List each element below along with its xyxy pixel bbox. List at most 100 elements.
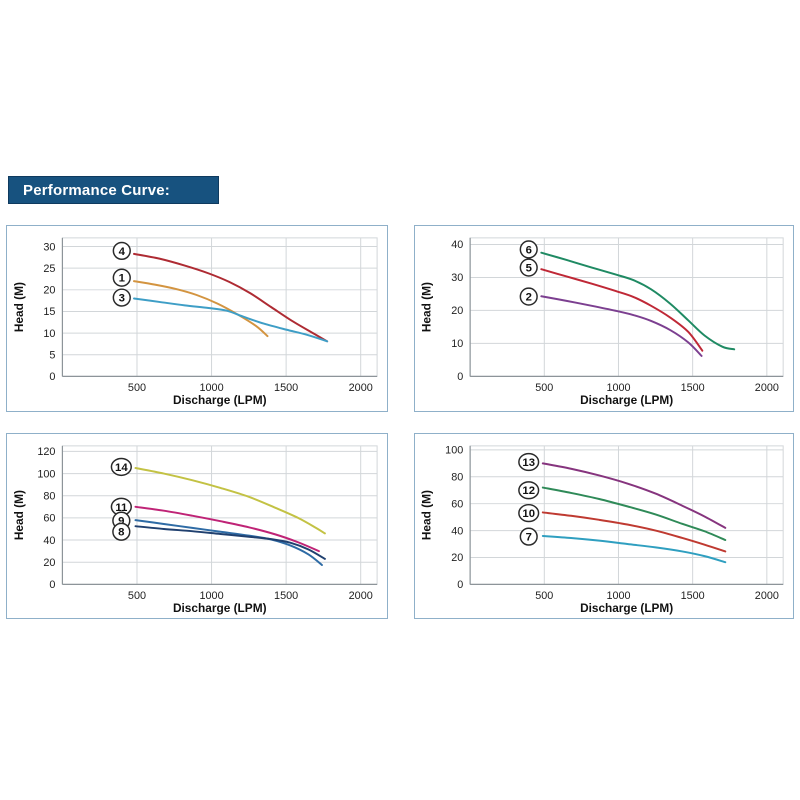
curve-label-12: 12 [518, 481, 540, 500]
x-tick-label: 500 [128, 382, 146, 394]
curve-label-6: 6 [519, 240, 538, 259]
plot-area [61, 445, 378, 585]
curve-13 [541, 462, 727, 529]
chart-panel-bottom-left: 0 20 40 60 80 100 120 500 1000 1500 2000 Head (M) Di… [6, 433, 388, 619]
x-tick-label: 2000 [349, 590, 373, 602]
curve-8 [134, 525, 326, 560]
curve-label-number: 3 [119, 293, 125, 305]
curve-label-circle [519, 240, 538, 259]
y-tick-label: 10 [451, 338, 463, 350]
y-tick-label: 60 [451, 498, 463, 510]
y-tick-label: 30 [43, 241, 55, 253]
y-tick-label: 20 [451, 552, 463, 564]
curve-label-7: 7 [519, 527, 538, 546]
chart-panel-top-right: 0 10 20 30 40 500 1000 1500 2000 Head (M) Discharg… [414, 225, 794, 412]
y-tick-label: 30 [451, 272, 463, 284]
y-tick-label: 40 [43, 535, 55, 547]
chart-top-right: 0 10 20 30 40 500 1000 1500 2000 Head (M) Discharg… [420, 237, 784, 407]
y-tick-label: 20 [43, 557, 55, 569]
curve-label-number: 2 [526, 292, 532, 304]
x-tick-label: 2000 [755, 590, 779, 602]
curve-label-number: 4 [119, 246, 126, 258]
curve-label-13: 13 [518, 452, 540, 472]
y-tick-label: 100 [37, 468, 55, 480]
curve-label-circle [112, 268, 131, 287]
y-tick-label: 60 [43, 513, 55, 525]
x-tick-label: 500 [535, 590, 553, 602]
curve-label-circle [110, 457, 132, 477]
y-tick-label: 80 [43, 490, 55, 502]
x-tick-label: 2000 [755, 382, 779, 394]
curve-label-4: 4 [112, 241, 131, 261]
y-tick-label: 0 [457, 579, 463, 591]
curve-label-number: 8 [118, 527, 124, 539]
curve-label-number: 12 [522, 485, 535, 497]
x-tick-label: 500 [535, 382, 553, 394]
curve-11 [134, 505, 320, 553]
section-title: Performance Curve: [23, 181, 170, 199]
y-tick-label: 20 [43, 285, 55, 297]
y-tick-label: 120 [37, 446, 55, 458]
curve-9 [134, 519, 323, 566]
chart-panel-top-left: 0 5 10 15 20 25 30 500 1000 1500 2000 Head (M) Disch… [6, 225, 388, 412]
x-axis-title: Discharge (LPM) [173, 601, 267, 615]
curve-label-number: 6 [526, 244, 532, 256]
curve-3 [133, 297, 329, 343]
chart-top-left: 0 5 10 15 20 25 30 500 1000 1500 2000 Head (M) Disch… [12, 237, 378, 407]
y-tick-label: 100 [445, 445, 463, 457]
curve-label-circle [518, 481, 540, 500]
curve-label-circle [112, 522, 131, 541]
curve-label-number: 5 [526, 262, 532, 274]
curve-label-8: 8 [112, 522, 131, 541]
chart-panel-bottom-right: 0 20 40 60 80 100 500 1000 1500 2000 Head (M) Disch… [414, 433, 794, 619]
curve-label-circle [112, 288, 131, 307]
curve-label-number: 1 [119, 273, 125, 285]
x-tick-label: 500 [128, 590, 146, 602]
curve-6 [540, 251, 736, 351]
curve-label-circle [519, 527, 538, 546]
curve-4 [133, 252, 329, 343]
curve-label-number: 14 [115, 462, 128, 474]
curve-label-number: 10 [522, 508, 535, 520]
curve-2 [540, 295, 703, 357]
curve-7 [541, 534, 727, 564]
plot-area [61, 237, 378, 377]
chart-bottom-right: 0 20 40 60 80 100 500 1000 1500 2000 Head (M) Disch… [420, 445, 784, 615]
y-axis-title: Head (M) [12, 490, 26, 540]
curve-label-circle [518, 503, 540, 523]
x-tick-label: 1000 [199, 590, 223, 602]
curve-label-circle [518, 452, 540, 472]
x-tick-label: 1000 [199, 382, 223, 394]
curve-label-number: 11 [115, 502, 127, 514]
chart-bottom-left: 0 20 40 60 80 100 120 500 1000 1500 2000 Head (M) Di… [12, 445, 378, 615]
plot-area [469, 445, 784, 585]
x-tick-label: 1000 [606, 590, 630, 602]
y-axis-title: Head (M) [420, 490, 434, 540]
x-tick-label: 2000 [349, 382, 373, 394]
plot-area [469, 237, 784, 377]
curve-14 [134, 467, 326, 535]
curve-10 [541, 511, 727, 553]
curve-label-number: 9 [118, 516, 124, 528]
curve-label-number: 7 [526, 532, 532, 544]
y-tick-label: 0 [49, 371, 55, 383]
curve-label-circle [519, 258, 538, 277]
curve-12 [541, 486, 727, 541]
curve-label-2: 2 [519, 287, 538, 306]
x-axis-title: Discharge (LPM) [173, 393, 267, 407]
y-tick-label: 0 [49, 579, 55, 591]
x-axis-title: Discharge (LPM) [580, 601, 673, 615]
x-tick-label: 1000 [606, 382, 630, 394]
y-tick-label: 40 [451, 239, 463, 251]
y-axis-title: Head (M) [420, 282, 434, 332]
curve-label-5: 5 [519, 258, 538, 277]
y-axis-title: Head (M) [12, 282, 26, 332]
curve-1 [133, 280, 269, 338]
curve-label-circle [112, 241, 131, 261]
x-axis-title: Discharge (LPM) [580, 393, 673, 407]
x-tick-label: 1500 [274, 590, 298, 602]
x-tick-label: 1500 [274, 382, 298, 394]
y-tick-label: 5 [49, 349, 55, 361]
y-tick-label: 25 [43, 263, 55, 275]
curve-label-number: 13 [522, 457, 535, 469]
